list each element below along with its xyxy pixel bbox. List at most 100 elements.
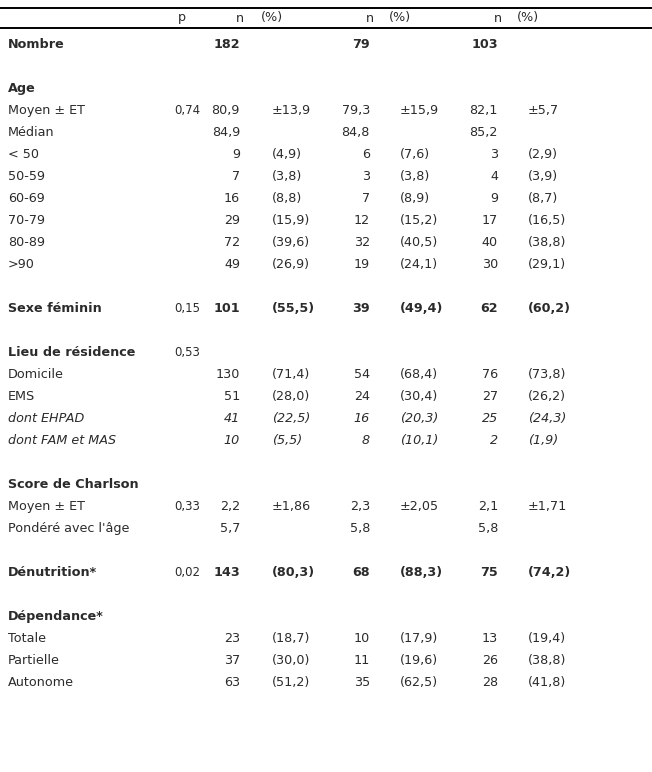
Text: (15,9): (15,9) — [272, 214, 310, 227]
Text: 51: 51 — [224, 390, 240, 403]
Text: (40,5): (40,5) — [400, 235, 438, 249]
Text: 25: 25 — [482, 411, 498, 425]
Text: (8,9): (8,9) — [400, 191, 430, 205]
Text: 130: 130 — [216, 367, 240, 381]
Text: (24,3): (24,3) — [528, 411, 567, 425]
Text: (49,4): (49,4) — [400, 302, 443, 315]
Text: (16,5): (16,5) — [528, 214, 566, 227]
Text: Médian: Médian — [8, 126, 55, 139]
Text: 103: 103 — [471, 38, 498, 51]
Text: 9: 9 — [232, 147, 240, 161]
Text: Lieu de résidence: Lieu de résidence — [8, 346, 136, 359]
Text: 9: 9 — [490, 191, 498, 205]
Text: (8,7): (8,7) — [528, 191, 558, 205]
Text: 41: 41 — [224, 411, 240, 425]
Text: (26,2): (26,2) — [528, 390, 566, 403]
Text: 62: 62 — [481, 302, 498, 315]
Text: n: n — [366, 12, 374, 25]
Text: (2,9): (2,9) — [528, 147, 558, 161]
Text: Age: Age — [8, 82, 36, 95]
Text: Dénutrition*: Dénutrition* — [8, 566, 97, 578]
Text: (51,2): (51,2) — [272, 676, 310, 689]
Text: 4: 4 — [490, 170, 498, 183]
Text: 12: 12 — [354, 214, 370, 227]
Text: dont EHPAD: dont EHPAD — [8, 411, 84, 425]
Text: 2,1: 2,1 — [478, 499, 498, 513]
Text: 70-79: 70-79 — [8, 214, 45, 227]
Text: Moyen ± ET: Moyen ± ET — [8, 103, 85, 117]
Text: Autonome: Autonome — [8, 676, 74, 689]
Text: 2: 2 — [490, 434, 498, 446]
Text: (18,7): (18,7) — [272, 631, 310, 645]
Text: (7,6): (7,6) — [400, 147, 430, 161]
Text: (5,5): (5,5) — [272, 434, 303, 446]
Text: 23: 23 — [224, 631, 240, 645]
Text: (15,2): (15,2) — [400, 214, 438, 227]
Text: 84,9: 84,9 — [212, 126, 240, 139]
Text: 75: 75 — [481, 566, 498, 578]
Text: (62,5): (62,5) — [400, 676, 438, 689]
Text: 19: 19 — [354, 258, 370, 271]
Text: 13: 13 — [482, 631, 498, 645]
Text: 80,9: 80,9 — [212, 103, 240, 117]
Text: (28,0): (28,0) — [272, 390, 310, 403]
Text: 16: 16 — [224, 191, 240, 205]
Text: (41,8): (41,8) — [528, 676, 566, 689]
Text: Pondéré avec l'âge: Pondéré avec l'âge — [8, 522, 129, 534]
Text: ±13,9: ±13,9 — [272, 103, 311, 117]
Text: (74,2): (74,2) — [528, 566, 571, 578]
Text: n: n — [236, 12, 244, 25]
Text: Totale: Totale — [8, 631, 46, 645]
Text: Nombre: Nombre — [8, 38, 65, 51]
Text: p: p — [178, 12, 186, 25]
Text: 24: 24 — [354, 390, 370, 403]
Text: 85,2: 85,2 — [469, 126, 498, 139]
Text: 84,8: 84,8 — [342, 126, 370, 139]
Text: 2,3: 2,3 — [349, 499, 370, 513]
Text: ±2,05: ±2,05 — [400, 499, 439, 513]
Text: 30: 30 — [482, 258, 498, 271]
Text: (3,8): (3,8) — [400, 170, 430, 183]
Text: (10,1): (10,1) — [400, 434, 438, 446]
Text: 0,02: 0,02 — [174, 566, 200, 578]
Text: 0,53: 0,53 — [174, 346, 200, 359]
Text: (%): (%) — [389, 12, 411, 25]
Text: 0,74: 0,74 — [174, 103, 200, 117]
Text: ±1,86: ±1,86 — [272, 499, 311, 513]
Text: Partielle: Partielle — [8, 654, 60, 666]
Text: 10: 10 — [354, 631, 370, 645]
Text: 72: 72 — [224, 235, 240, 249]
Text: (17,9): (17,9) — [400, 631, 438, 645]
Text: 5,7: 5,7 — [220, 522, 240, 534]
Text: Domicile: Domicile — [8, 367, 64, 381]
Text: (38,8): (38,8) — [528, 235, 567, 249]
Text: 7: 7 — [362, 191, 370, 205]
Text: 37: 37 — [224, 654, 240, 666]
Text: (%): (%) — [517, 12, 539, 25]
Text: ±5,7: ±5,7 — [528, 103, 559, 117]
Text: 35: 35 — [354, 676, 370, 689]
Text: 0,33: 0,33 — [174, 499, 200, 513]
Text: 79: 79 — [352, 38, 370, 51]
Text: (20,3): (20,3) — [400, 411, 438, 425]
Text: 40: 40 — [482, 235, 498, 249]
Text: (26,9): (26,9) — [272, 258, 310, 271]
Text: (3,8): (3,8) — [272, 170, 303, 183]
Text: 50-59: 50-59 — [8, 170, 45, 183]
Text: 39: 39 — [352, 302, 370, 315]
Text: (39,6): (39,6) — [272, 235, 310, 249]
Text: (80,3): (80,3) — [272, 566, 315, 578]
Text: Dépendance*: Dépendance* — [8, 610, 104, 622]
Text: (60,2): (60,2) — [528, 302, 571, 315]
Text: 5,8: 5,8 — [478, 522, 498, 534]
Text: 80-89: 80-89 — [8, 235, 45, 249]
Text: (4,9): (4,9) — [272, 147, 302, 161]
Text: 16: 16 — [354, 411, 370, 425]
Text: (30,4): (30,4) — [400, 390, 438, 403]
Text: 8: 8 — [362, 434, 370, 446]
Text: 17: 17 — [482, 214, 498, 227]
Text: 3: 3 — [362, 170, 370, 183]
Text: 6: 6 — [362, 147, 370, 161]
Text: Score de Charlson: Score de Charlson — [8, 478, 139, 490]
Text: (88,3): (88,3) — [400, 566, 443, 578]
